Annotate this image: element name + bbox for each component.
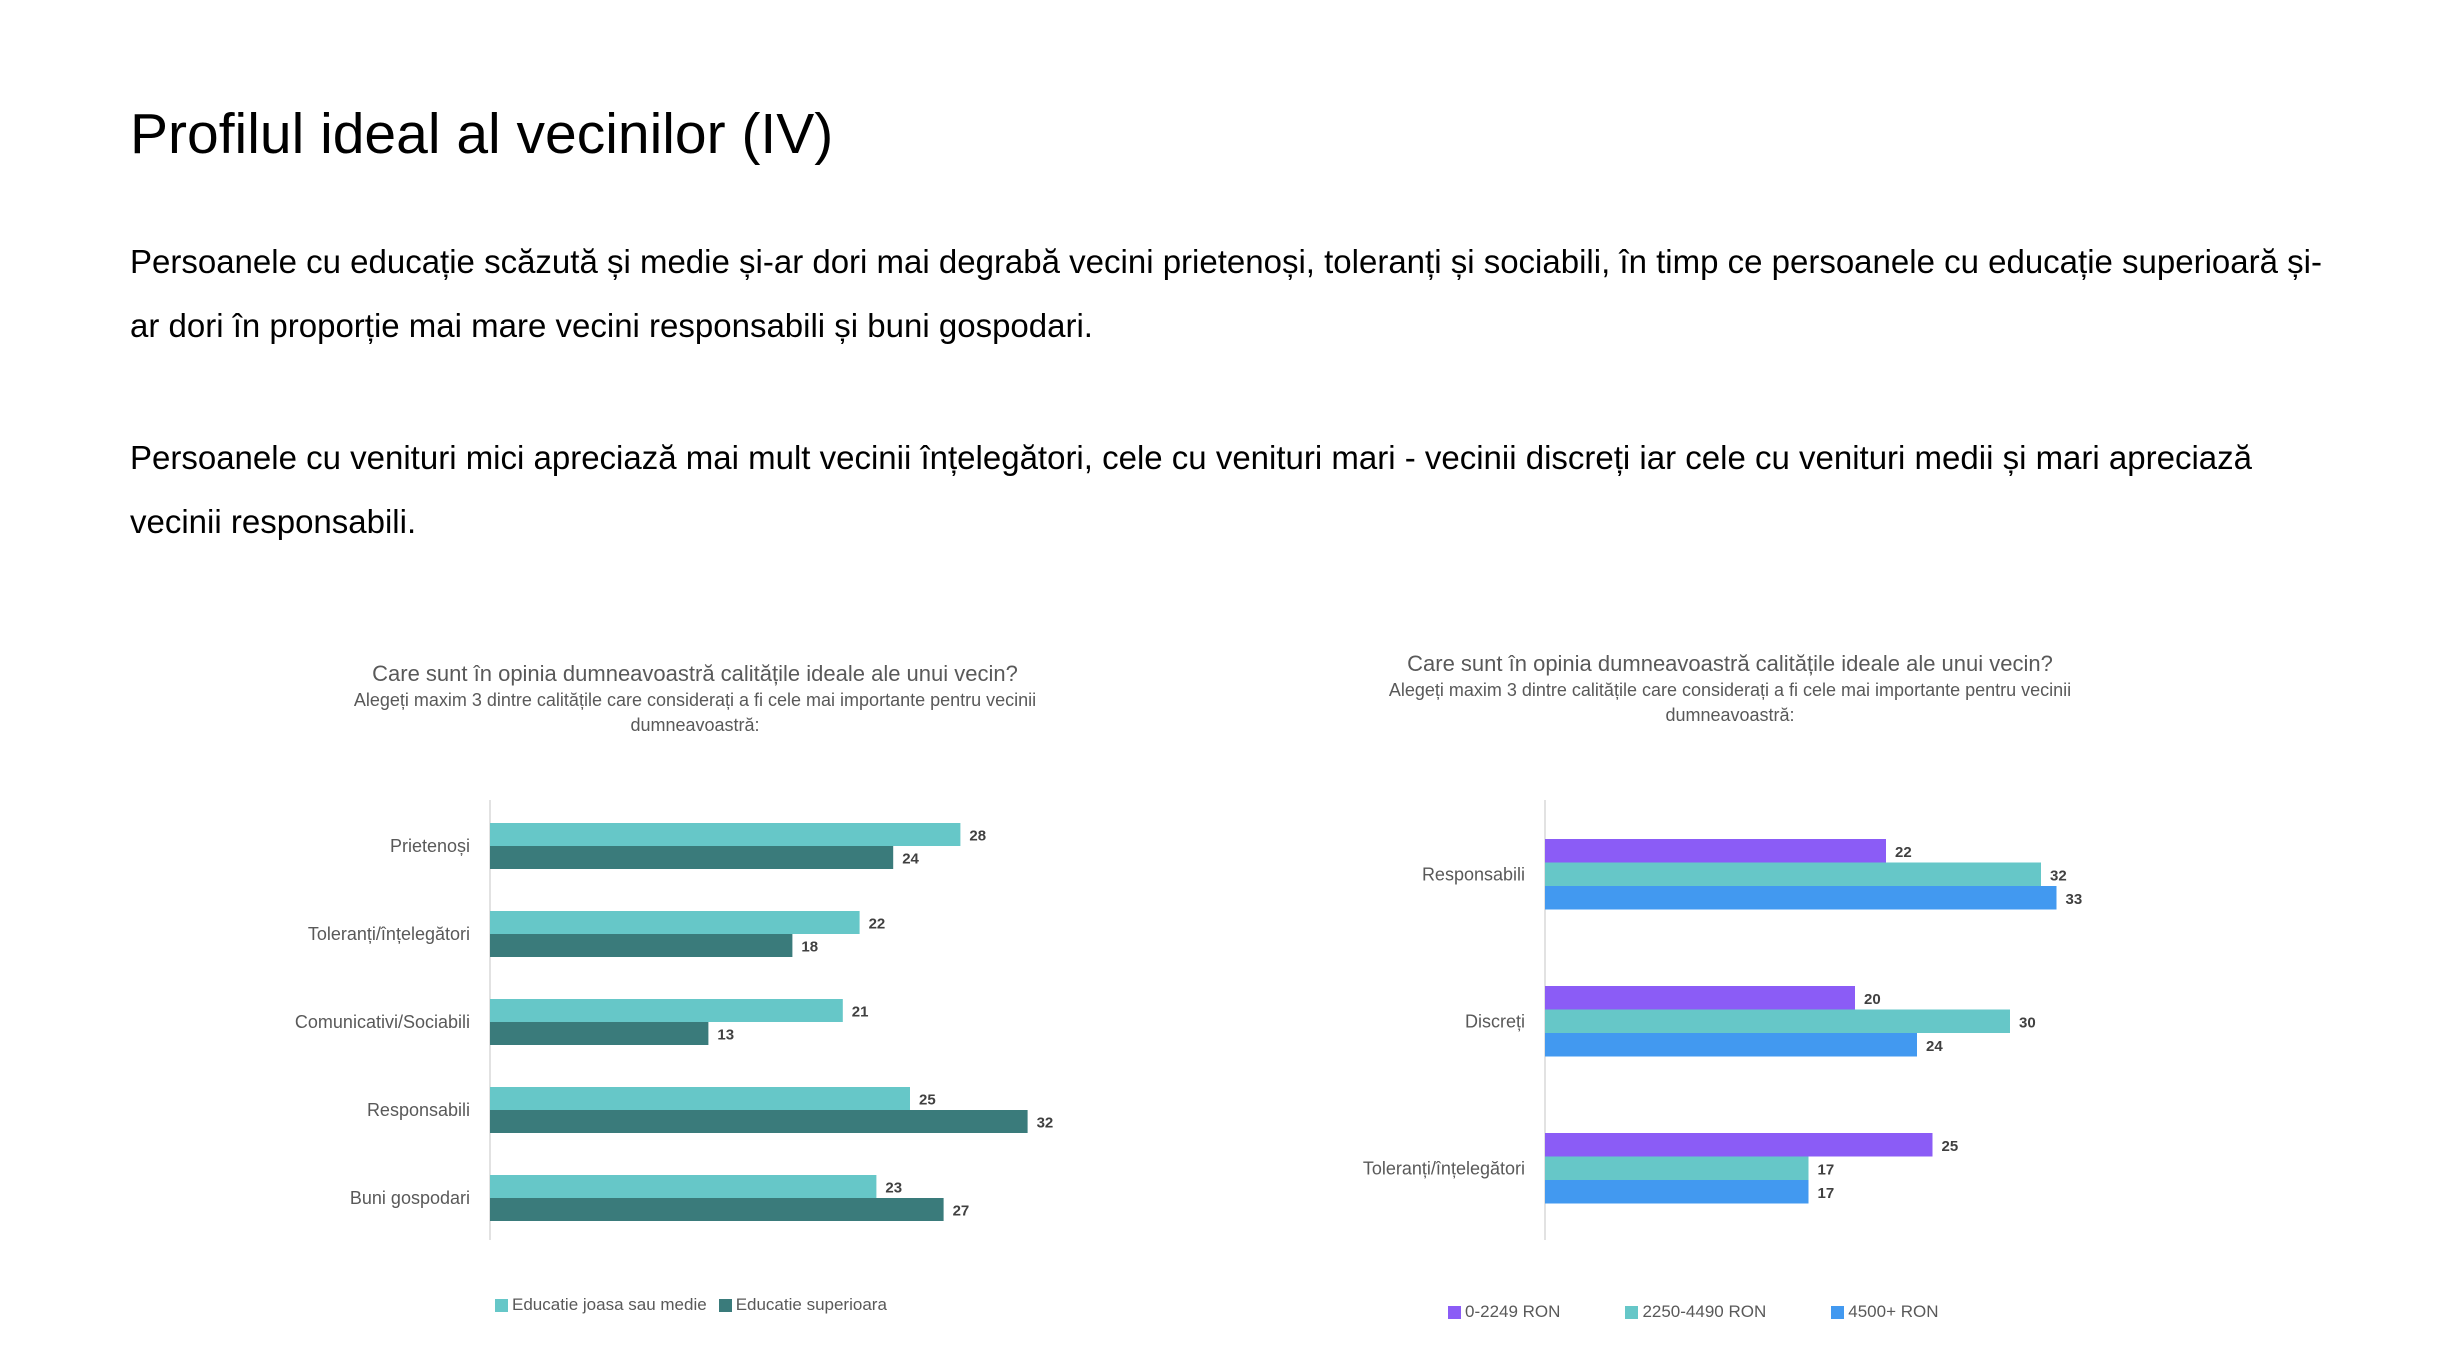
legend-label: 0-2249 RON: [1465, 1302, 1561, 1321]
data-label: 22: [1895, 844, 1912, 861]
category-label: Responsabili: [367, 1100, 470, 1120]
legend-swatch: [495, 1298, 508, 1312]
legend-label: Educatie superioara: [735, 1295, 887, 1314]
bar: [490, 1022, 709, 1045]
data-label: 22: [869, 916, 886, 933]
data-label: 18: [801, 939, 818, 956]
legend-label: Educatie joasa sau medie: [512, 1295, 707, 1314]
category-label: Comunicativi/Sociabili: [295, 1012, 470, 1032]
chart2-subtitle: Alegeți maxim 3 dintre calitățile care c…: [1388, 680, 2072, 725]
data-label: 17: [1818, 1161, 1835, 1178]
bar: [490, 846, 894, 869]
bar: [1545, 1180, 1809, 1204]
legend-label: 2250-4490 RON: [1642, 1302, 1767, 1321]
chart1-legend: Educatie joasa sau medie Educatie superio…: [495, 1295, 899, 1315]
data-label: 20: [1864, 991, 1881, 1008]
bar: [490, 1198, 944, 1221]
chart2-legend: 0-2249 RON 2250-4490 RON 4500+ RON: [1448, 1302, 2004, 1322]
chart1-plot: Prietenoși 28 24 Toleranți/înțelegători 22 18…: [295, 800, 1054, 1240]
paragraph-income: Persoanele cu venituri mici apreciază ma…: [130, 439, 2252, 540]
chart2-title-block: Care sunt în opinia dumneavoastră calită…: [1355, 650, 2105, 728]
chart1-title-block: Care sunt în opinia dumneavoastră calită…: [320, 660, 1070, 738]
data-label: 30: [2019, 1014, 2036, 1031]
legend-item: 4500+ RON: [1831, 1302, 1939, 1322]
bar: [490, 911, 860, 934]
legend-item: 2250-4490 RON: [1625, 1302, 1766, 1322]
bar: [1545, 1133, 1933, 1157]
legend-item: Educatie superioara: [718, 1295, 887, 1315]
paragraph-education: Persoanele cu educație scăzută și medie …: [130, 243, 2322, 344]
data-label: 24: [1926, 1038, 1943, 1055]
data-label: 33: [2066, 891, 2083, 908]
data-label: 23: [885, 1180, 902, 1197]
data-label: 13: [717, 1027, 734, 1044]
slide-title: Profilul ideal al vecinilor (IV): [130, 102, 834, 166]
legend-swatch: [1831, 1305, 1845, 1319]
data-label: 28: [969, 828, 986, 845]
data-label: 32: [2050, 867, 2067, 884]
data-label: 25: [1942, 1138, 1959, 1155]
category-label: Buni gospodari: [350, 1188, 470, 1208]
legend-item: Educatie joasa sau medie: [495, 1295, 707, 1315]
chart2-plot: Responsabili 22 32 33 Discreți 20 30 24 Toleranț…: [1363, 800, 2083, 1240]
bar: [1545, 862, 2041, 886]
legend-label: 4500+ RON: [1848, 1302, 1939, 1321]
bar: [1545, 886, 2057, 910]
category-label: Responsabili: [1422, 864, 1525, 884]
legend-swatch: [718, 1298, 732, 1312]
bar: [1545, 1033, 1917, 1057]
chart2-title: Care sunt în opinia dumneavoastră calită…: [1407, 651, 2053, 676]
category-label: Toleranți/înțelegători: [308, 924, 470, 944]
bar: [490, 999, 843, 1022]
chart1-subtitle: Alegeți maxim 3 dintre calitățile care c…: [353, 690, 1037, 735]
data-label: 25: [919, 1092, 936, 1109]
bar: [490, 823, 961, 846]
bar: [1545, 1156, 1809, 1180]
bar: [1545, 1009, 2010, 1033]
category-label: Toleranți/înțelegători: [1363, 1158, 1525, 1178]
legend-swatch: [1448, 1305, 1461, 1319]
bar: [490, 1175, 877, 1198]
legend-item: 0-2249 RON: [1448, 1302, 1560, 1322]
data-label: 24: [902, 851, 919, 868]
category-label: Prietenoși: [390, 836, 470, 856]
category-label: Discreți: [1465, 1011, 1525, 1031]
data-label: 21: [852, 1004, 869, 1021]
bar: [1545, 986, 1855, 1010]
data-label: 27: [953, 1203, 970, 1220]
data-label: 17: [1818, 1185, 1835, 1202]
bar: [490, 1110, 1028, 1133]
chart1-title: Care sunt în opinia dumneavoastră calită…: [372, 661, 1018, 686]
bar: [1545, 839, 1886, 863]
data-label: 32: [1037, 1115, 1054, 1132]
legend-swatch: [1625, 1305, 1639, 1319]
bar: [490, 934, 793, 957]
bar: [490, 1087, 910, 1110]
